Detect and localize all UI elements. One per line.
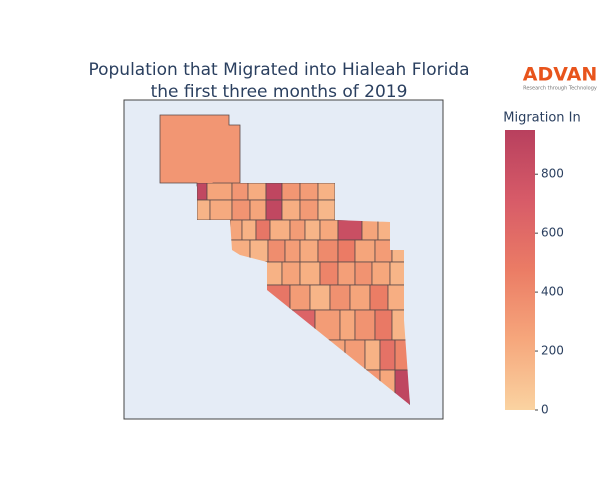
region <box>299 239 319 263</box>
region <box>281 199 301 221</box>
region <box>337 239 356 263</box>
region <box>339 309 356 341</box>
region <box>369 284 389 311</box>
region <box>389 261 406 286</box>
region <box>269 219 291 241</box>
region <box>289 284 311 311</box>
region <box>265 199 283 221</box>
region <box>329 284 351 311</box>
region <box>364 339 381 371</box>
region <box>354 309 376 341</box>
region <box>197 183 208 201</box>
region <box>304 219 321 241</box>
region <box>377 219 393 241</box>
colorbar-tick-label: 200 <box>541 344 564 358</box>
region <box>281 261 301 286</box>
region <box>299 199 319 221</box>
region <box>319 219 339 241</box>
region <box>229 219 243 241</box>
region <box>299 183 319 201</box>
colorbar-tick-label: 0 <box>541 403 549 417</box>
region <box>374 309 393 341</box>
region <box>337 219 363 241</box>
region <box>319 261 339 286</box>
region <box>374 239 393 263</box>
region <box>309 284 331 311</box>
region <box>249 199 267 221</box>
region <box>337 261 356 286</box>
region <box>317 239 339 263</box>
map-regions <box>159 114 241 187</box>
logo-tagline: Research through Technology <box>523 86 597 92</box>
region <box>387 284 407 311</box>
region <box>354 261 373 286</box>
colorbar-title: Migration In <box>503 111 581 126</box>
region <box>379 339 396 371</box>
chart-subtitle: the first three months of 2019 <box>151 82 408 102</box>
region <box>267 239 286 263</box>
region <box>241 219 257 241</box>
region <box>349 284 371 311</box>
colorbar-tick-label: 600 <box>541 226 564 240</box>
region <box>231 199 251 221</box>
region <box>159 114 241 187</box>
region <box>255 219 271 241</box>
region <box>264 261 283 286</box>
logo-name: ADVAN <box>523 64 598 86</box>
region <box>317 183 336 201</box>
region <box>371 261 391 286</box>
region <box>209 199 233 221</box>
chart-title: Population that Migrated into Hialeah Fl… <box>88 60 469 80</box>
region <box>247 183 267 201</box>
region <box>281 183 301 201</box>
region <box>354 239 376 263</box>
region <box>289 219 306 241</box>
region <box>391 309 407 341</box>
region <box>265 183 283 201</box>
region <box>299 261 321 286</box>
region <box>284 239 301 263</box>
region <box>231 183 249 201</box>
colorbar <box>505 130 535 410</box>
colorbar-tick-label: 400 <box>541 285 564 299</box>
region <box>317 199 336 221</box>
region <box>206 183 233 201</box>
colorbar-tick-label: 800 <box>541 167 564 181</box>
region <box>197 199 211 221</box>
colorbar-ticks: 0 200 400 600 800 <box>535 167 564 417</box>
region <box>361 219 379 241</box>
